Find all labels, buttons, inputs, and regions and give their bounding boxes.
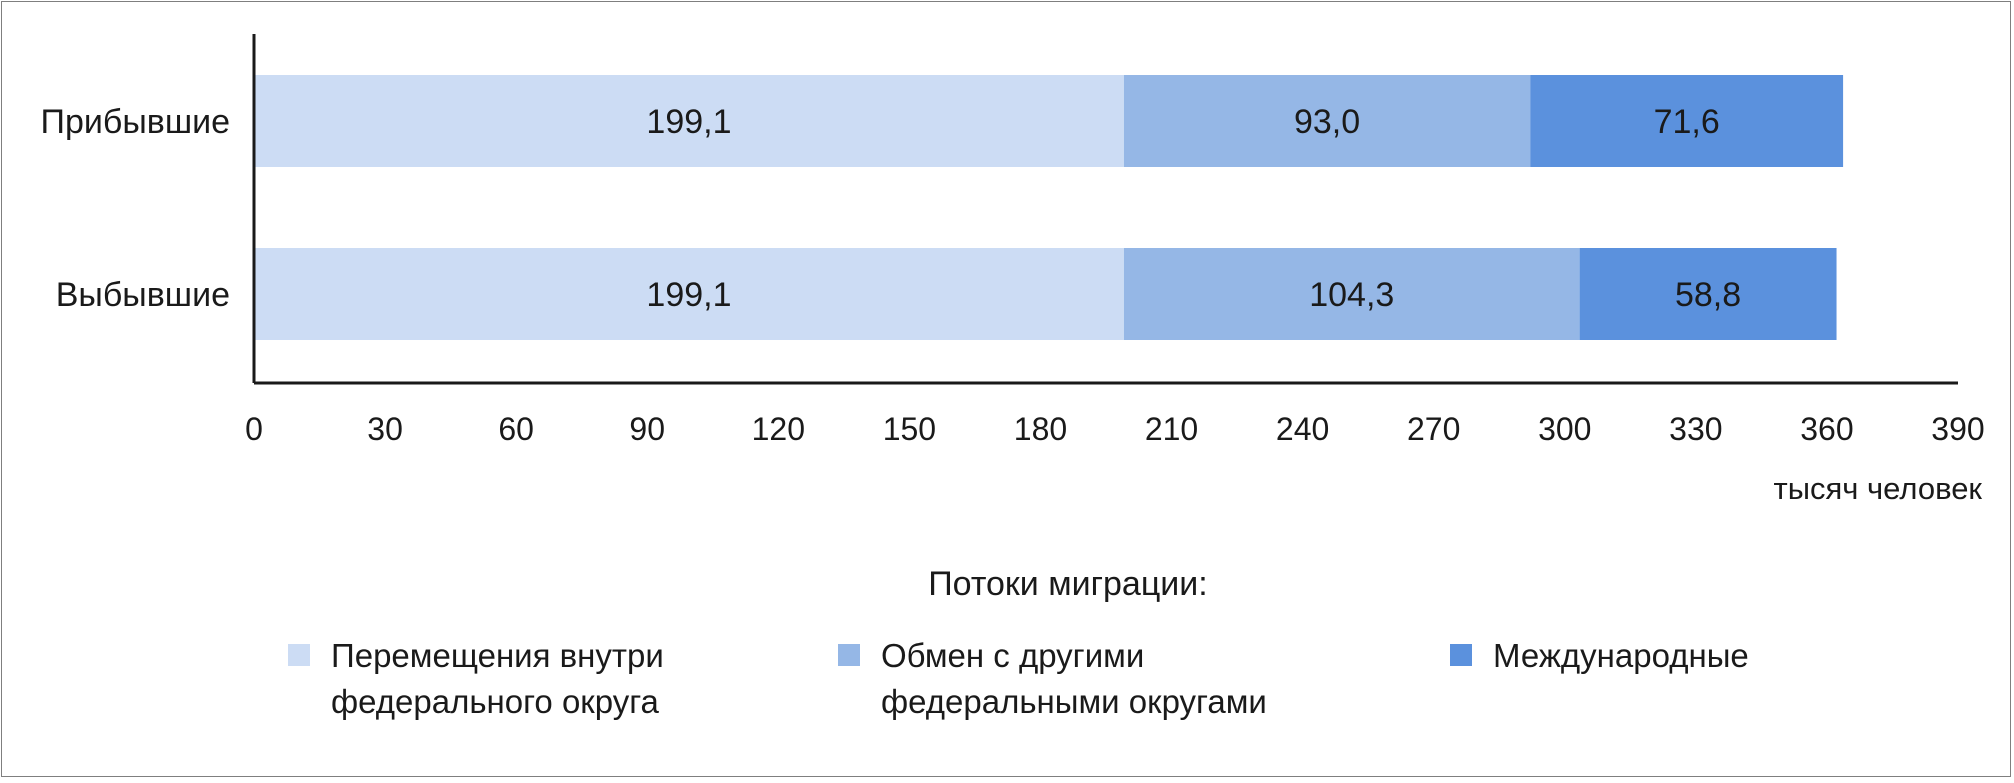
bar-value-label: 199,1 [646,276,731,314]
tick-labels-layer: 0 30 60 90 120 150 180 210 240 270 300 330 360 390 [245,411,1985,447]
legend-label: Международные [1493,637,1749,674]
bar-value-label: 58,8 [1675,276,1741,314]
x-tick-label: 30 [367,411,403,447]
bar-segment-1-1 [254,75,1124,167]
bar-labels-layer: 199,1 93,0 71,6 199,1 104,3 58,8 [646,103,1741,314]
bar-value-label: 71,6 [1654,103,1720,141]
x-tick-label: 0 [245,411,263,447]
bar-value-label: 199,1 [646,103,731,141]
x-tick-label: 300 [1538,411,1591,447]
bar-segment-1-3 [1530,75,1844,167]
legend-swatch [838,644,860,666]
x-tick-label: 150 [883,411,936,447]
legend-swatch [288,644,310,666]
bar-segment-1-2 [1123,75,1531,167]
x-tick-label: 240 [1276,411,1329,447]
legend-label: Обмен с другими [881,637,1144,674]
x-tick-label: 210 [1145,411,1198,447]
legend-swatch [1450,644,1472,666]
category-label: Выбывшие [56,276,230,314]
legend: Перемещения внутри федерального округа Обм… [288,637,1749,720]
x-axis-label: тысяч человек [1774,471,1983,506]
bars-layer [254,75,1844,340]
category-labels-layer: Прибывшие Выбывшие [41,103,231,314]
x-tick-label: 60 [498,411,534,447]
x-tick-label: 330 [1669,411,1722,447]
axes-layer [252,34,1958,385]
bar-value-label: 104,3 [1309,276,1394,314]
x-tick-label: 120 [752,411,805,447]
legend-title: Потоки миграции: [928,565,1208,603]
bar-segment-2-1 [254,248,1124,340]
legend-label: федерального округа [331,683,660,720]
bar-segment-2-3 [1579,248,1837,340]
x-tick-label: 270 [1407,411,1460,447]
x-tick-label: 390 [1931,411,1984,447]
x-tick-label: 90 [629,411,665,447]
category-label: Прибывшие [41,103,231,141]
legend-label: федеральными округами [881,683,1267,720]
x-tick-label: 180 [1014,411,1067,447]
bar-value-label: 93,0 [1294,103,1360,141]
x-tick-label: 360 [1800,411,1853,447]
legend-label: Перемещения внутри [331,637,664,674]
bar-segment-2-2 [1123,248,1580,340]
